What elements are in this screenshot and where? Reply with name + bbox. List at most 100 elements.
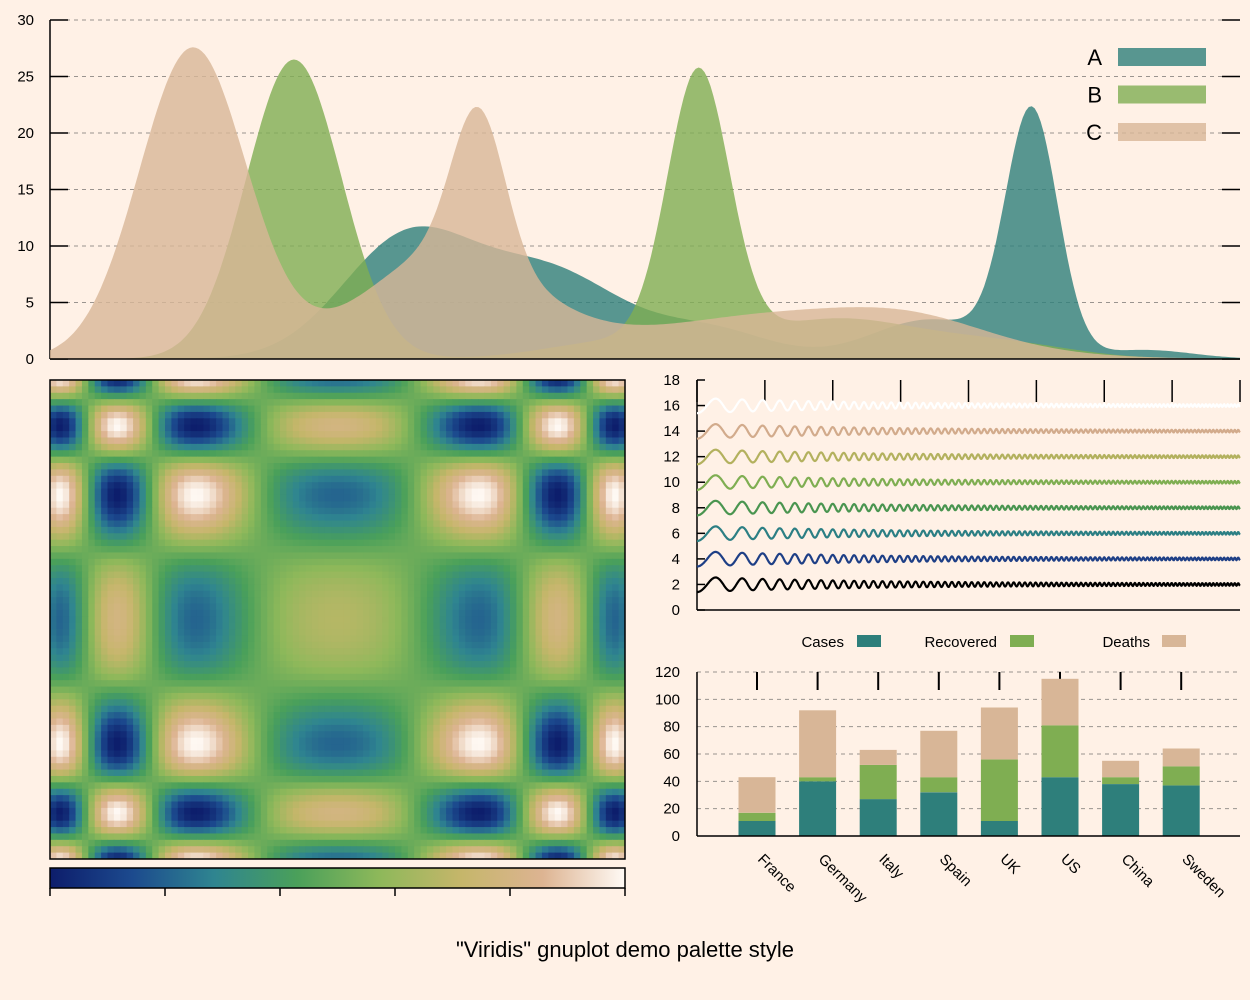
heatmap-cell xyxy=(152,686,160,694)
heatmap-cell xyxy=(139,405,147,413)
heatmap-cell xyxy=(305,482,313,490)
heatmap-cell xyxy=(375,590,383,598)
heatmap-cell xyxy=(490,635,498,643)
heatmap-cell xyxy=(522,680,530,688)
heatmap-cell xyxy=(152,380,160,387)
heatmap-cell xyxy=(573,437,581,445)
heatmap-cell xyxy=(522,431,530,439)
heatmap-cell xyxy=(331,616,339,624)
heatmap-cell xyxy=(107,494,115,502)
heatmap-cell xyxy=(299,603,307,611)
heatmap-cell xyxy=(228,718,236,726)
heatmap-cell xyxy=(446,577,454,585)
heatmap-cell xyxy=(209,526,217,534)
heatmap-cell xyxy=(209,482,217,490)
heatmap-cell xyxy=(280,692,287,700)
heatmap-cell xyxy=(382,661,390,668)
heatmap-cell xyxy=(81,654,89,662)
heatmap-cell xyxy=(529,597,537,605)
heatmap-cell xyxy=(248,488,256,496)
heatmap-cell xyxy=(458,501,466,509)
heatmap-cell xyxy=(541,437,549,445)
heatmap-cell xyxy=(446,699,454,707)
heatmap-cell xyxy=(228,514,236,522)
heatmap-cell xyxy=(605,590,613,598)
heatmap-cell xyxy=(369,577,377,585)
heatmap-cell xyxy=(529,494,537,502)
heatmap-cell xyxy=(209,622,217,630)
heatmap-cell xyxy=(62,590,70,598)
heatmap-cell xyxy=(548,546,556,554)
heatmap-cell xyxy=(254,507,262,515)
heatmap-cell xyxy=(158,424,166,432)
heatmap-cell xyxy=(305,380,313,387)
heatmap-cell xyxy=(254,635,262,643)
heatmap-cell xyxy=(145,622,153,630)
heatmap-cell xyxy=(618,661,625,668)
heatmap-cell xyxy=(120,673,128,681)
heatmap-cell xyxy=(490,584,498,592)
heatmap-cell xyxy=(126,667,134,675)
heatmap-cell xyxy=(407,584,415,592)
heatmap-cell xyxy=(145,616,153,624)
heatmap-cell xyxy=(580,469,588,477)
heatmap-cell xyxy=(216,463,224,471)
heatmap-cell xyxy=(458,641,466,649)
heatmap-cell xyxy=(452,641,460,649)
heatmap-cell xyxy=(228,463,236,471)
heatmap-cell xyxy=(337,565,345,573)
heatmap-cell xyxy=(452,443,460,451)
heatmap-cell xyxy=(62,629,70,637)
heatmap-cell xyxy=(113,520,121,528)
heatmap-cell xyxy=(510,661,517,668)
heatmap-cell xyxy=(286,718,294,726)
heatmap-cell xyxy=(81,712,89,720)
heatmap-cell xyxy=(612,533,620,541)
heatmap-cell xyxy=(541,501,549,509)
heatmap-cell xyxy=(241,482,249,490)
heatmap-cell xyxy=(248,501,256,509)
heatmap-cell xyxy=(503,386,511,394)
heatmap-cell xyxy=(235,507,243,515)
heatmap-cell xyxy=(107,686,115,694)
heatmap-cell xyxy=(541,629,549,637)
heatmap-cell xyxy=(248,629,256,637)
heatmap-cell xyxy=(120,405,128,413)
heatmap-cell xyxy=(190,705,198,713)
heatmap-cell xyxy=(343,437,351,445)
heatmap-cell xyxy=(171,443,179,451)
heatmap-cell xyxy=(145,552,153,560)
heatmap-cell xyxy=(280,386,287,394)
heatmap-cell xyxy=(324,571,332,579)
heatmap-cell xyxy=(593,648,601,656)
heatmap-cell xyxy=(407,488,415,496)
heatmap-cell xyxy=(350,475,358,483)
heatmap-cell xyxy=(580,673,588,681)
heatmap-cell xyxy=(158,603,166,611)
heatmap-cell xyxy=(414,718,422,726)
heatmap-cell xyxy=(260,482,268,490)
heatmap-cell xyxy=(260,680,268,688)
heatmap-cell xyxy=(101,418,109,426)
heatmap-cell xyxy=(407,724,415,732)
heatmap-cell xyxy=(69,501,77,509)
heatmap-cell xyxy=(50,437,57,445)
heatmap-cell xyxy=(382,590,390,598)
heatmap-cell xyxy=(196,597,204,605)
heatmap-cell xyxy=(101,514,109,522)
heatmap-cell xyxy=(516,424,524,432)
heatmap-cell xyxy=(605,552,613,560)
heatmap-cell xyxy=(216,629,224,637)
heatmap-cell xyxy=(567,405,575,413)
heatmap-cell xyxy=(548,597,556,605)
heatmap-cell xyxy=(280,533,287,541)
heatmap-cell xyxy=(561,456,569,464)
heatmap-cell xyxy=(120,380,128,387)
heatmap-cell xyxy=(599,399,607,407)
heatmap-cell xyxy=(94,488,102,496)
heatmap-cell xyxy=(497,724,505,732)
heatmap-cell xyxy=(101,641,109,649)
heatmap-cell xyxy=(75,616,83,624)
heatmap-cell xyxy=(184,450,192,458)
heatmap-cell xyxy=(248,609,256,617)
